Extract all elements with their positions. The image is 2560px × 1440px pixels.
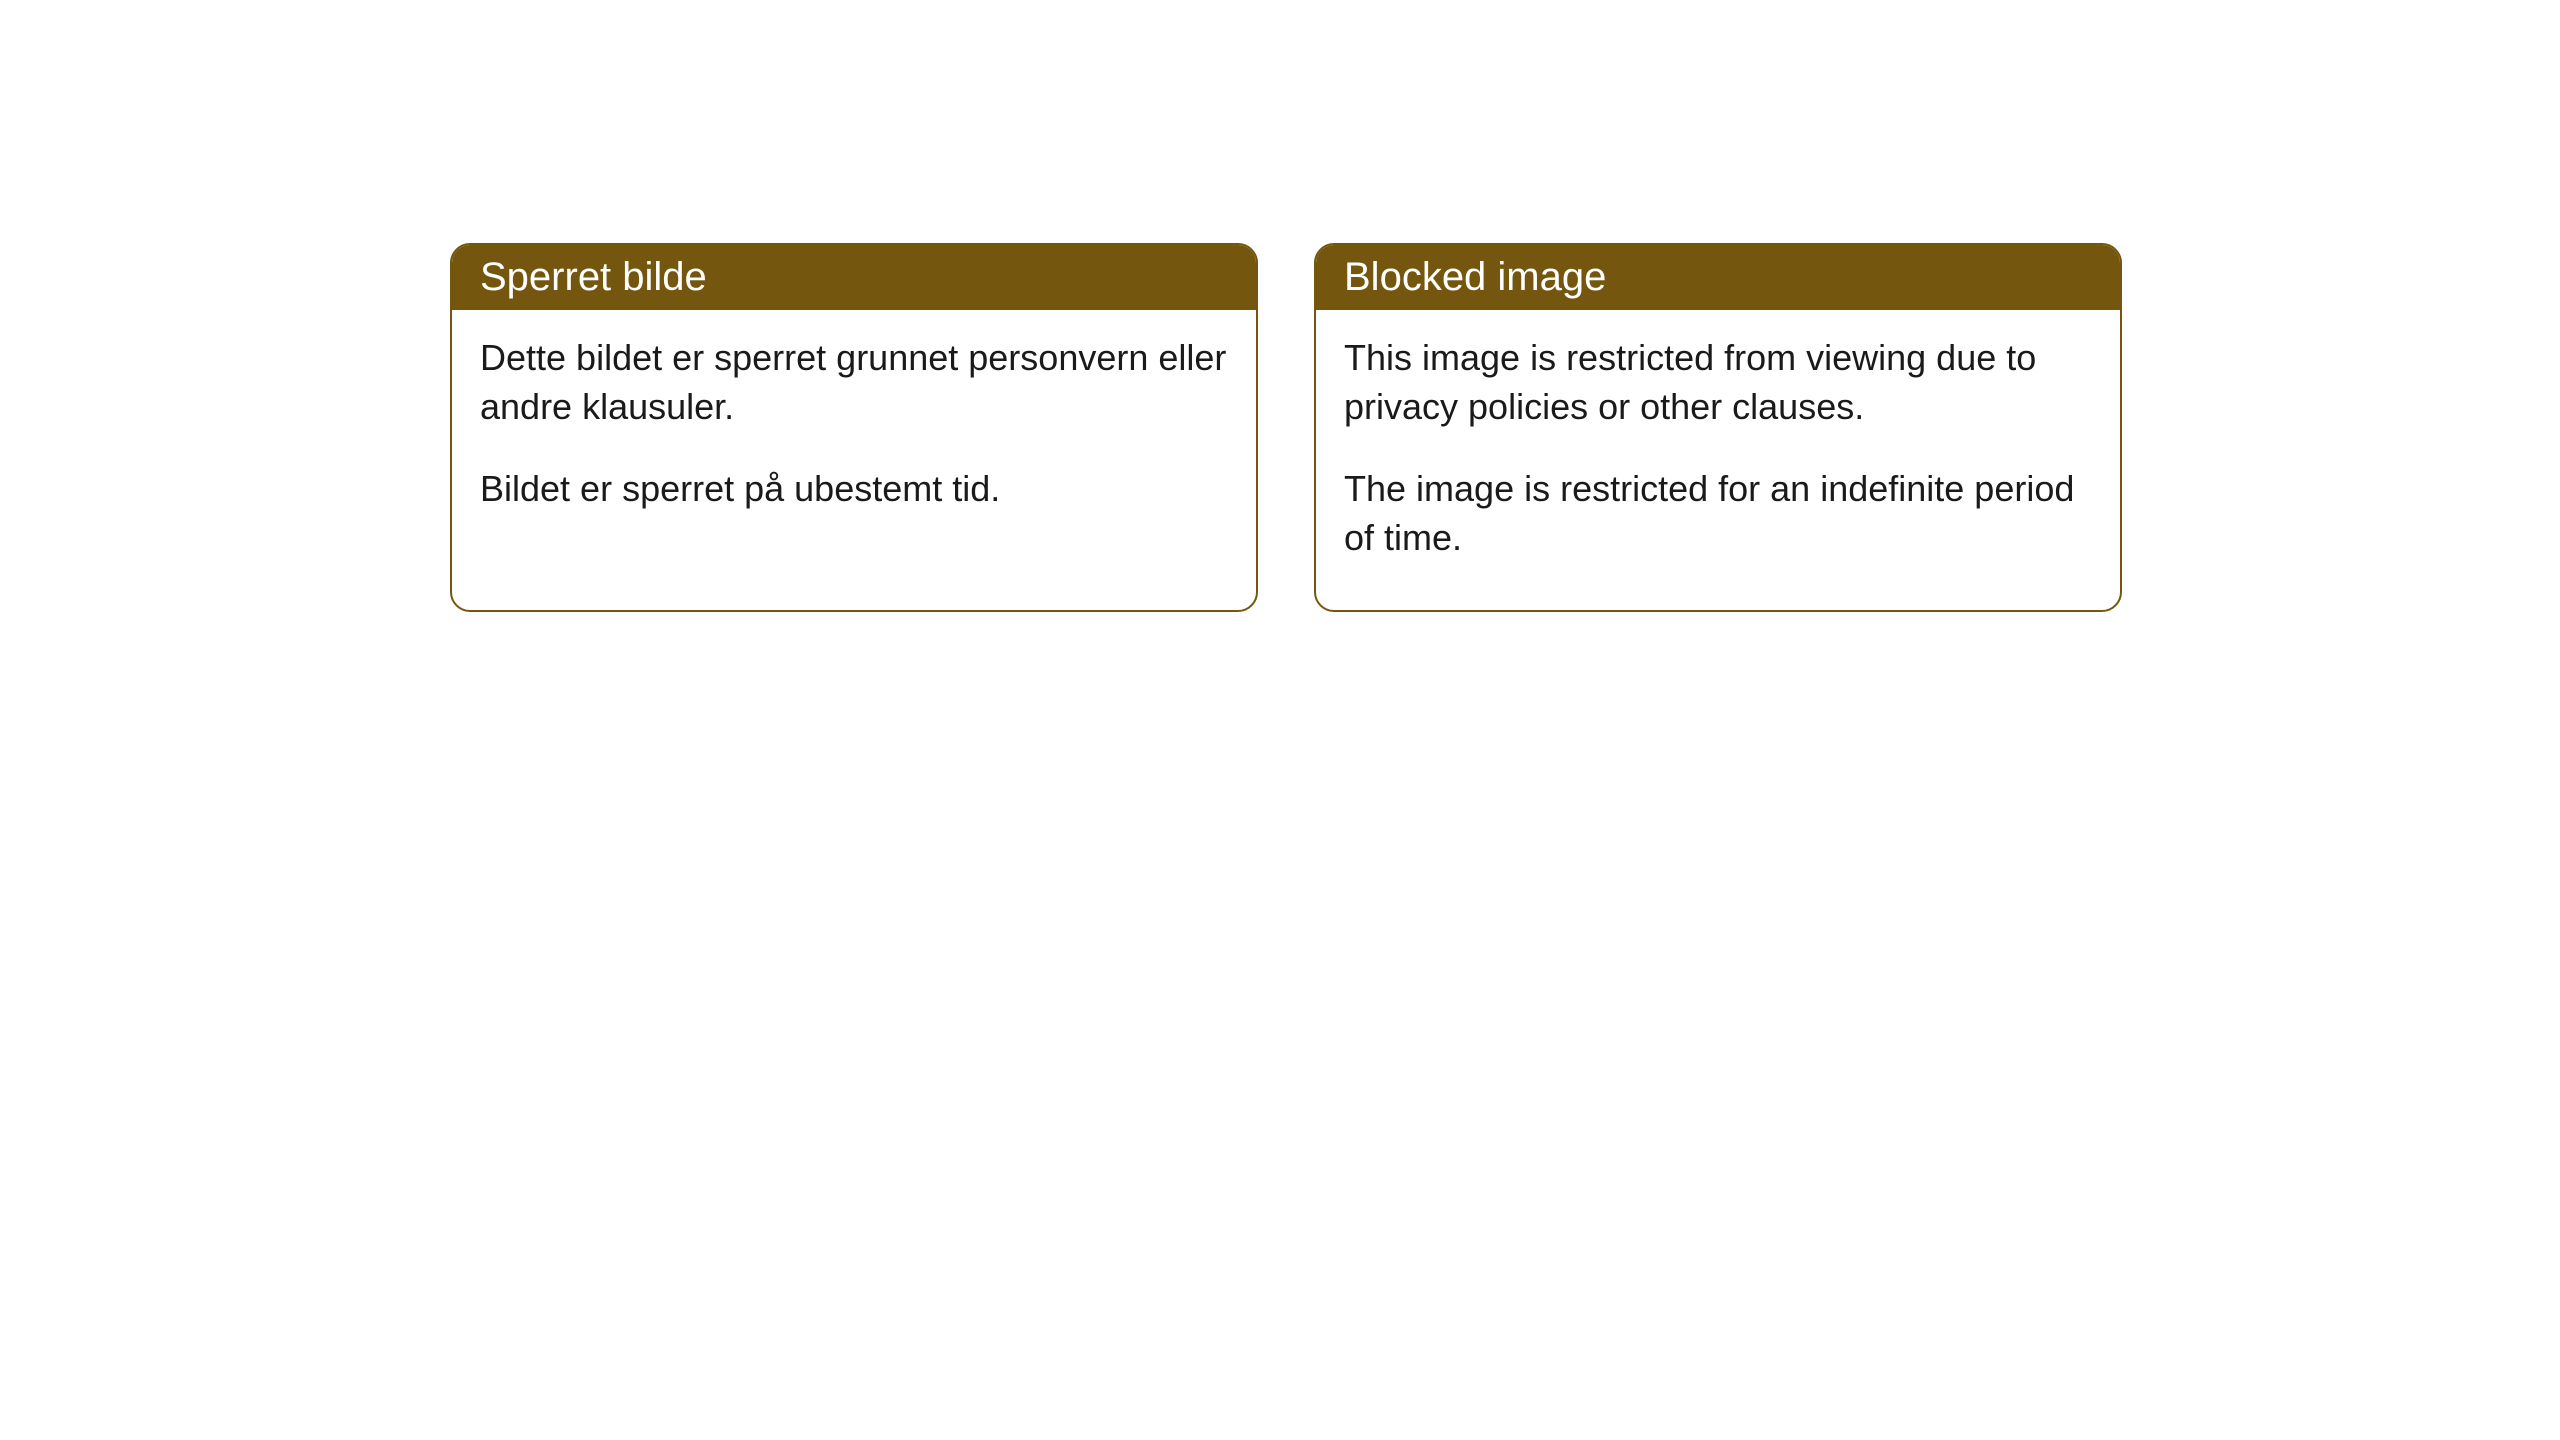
card-paragraph: Dette bildet er sperret grunnet personve… — [480, 334, 1228, 431]
notice-card-norwegian: Sperret bilde Dette bildet er sperret gr… — [450, 243, 1258, 612]
card-title: Blocked image — [1344, 255, 1606, 299]
card-title: Sperret bilde — [480, 255, 707, 299]
notice-card-english: Blocked image This image is restricted f… — [1314, 243, 2122, 612]
card-paragraph: Bildet er sperret på ubestemt tid. — [480, 465, 1228, 514]
card-body: This image is restricted from viewing du… — [1316, 310, 2120, 610]
card-header: Blocked image — [1316, 245, 2120, 310]
card-paragraph: This image is restricted from viewing du… — [1344, 334, 2092, 431]
card-body: Dette bildet er sperret grunnet personve… — [452, 310, 1256, 562]
card-paragraph: The image is restricted for an indefinit… — [1344, 465, 2092, 562]
card-header: Sperret bilde — [452, 245, 1256, 310]
notice-cards-container: Sperret bilde Dette bildet er sperret gr… — [450, 243, 2122, 612]
